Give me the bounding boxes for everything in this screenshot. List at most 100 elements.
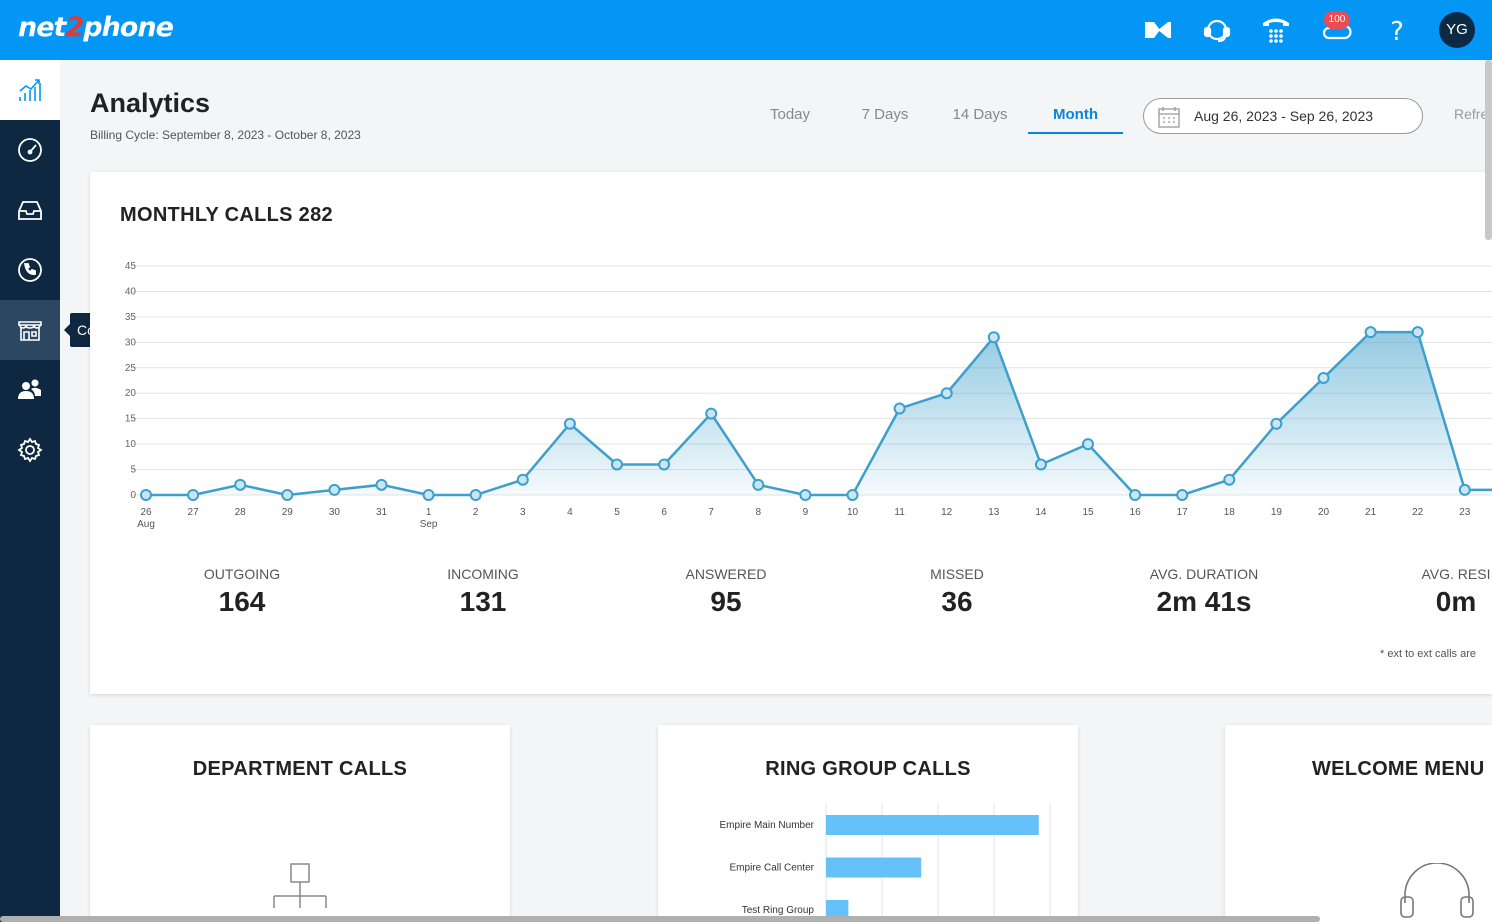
x-tick-label: 20 — [1318, 507, 1330, 518]
net2phone-logo[interactable]: net2phone — [18, 12, 174, 43]
y-tick-label: 15 — [125, 414, 137, 425]
headset-support-icon[interactable] — [1201, 14, 1233, 46]
sidebar-item-company[interactable] — [0, 300, 60, 360]
data-point — [1364, 326, 1377, 339]
y-tick-label: 35 — [125, 312, 137, 323]
tab-today[interactable]: Today — [769, 106, 811, 123]
sidebar-item-dashboard[interactable] — [0, 120, 60, 180]
sidebar-item-settings[interactable] — [0, 420, 60, 480]
department-calls-title: DEPARTMENT CALLS — [192, 758, 408, 780]
data-point — [705, 407, 718, 420]
stat-answered: ANSWERED 95 — [626, 566, 826, 618]
x-tick-label: 9 — [803, 507, 809, 518]
data-point — [611, 458, 623, 471]
stat-value: 164 — [218, 586, 266, 617]
x-tick-label: 29 — [282, 507, 294, 518]
data-point — [469, 489, 482, 501]
inbox-icon — [18, 201, 42, 220]
video-meeting-icon[interactable] — [1142, 14, 1174, 46]
ring-group-calls-title: RING GROUP CALLS — [765, 758, 971, 780]
stat-label: AVG. DURATION — [1149, 566, 1259, 582]
x-tick-label: 10 — [847, 507, 859, 518]
stat-avg-duration: AVG. DURATION 2m 41s — [1104, 566, 1304, 618]
x-tick-label: 16 — [1130, 507, 1142, 518]
x-tick-label: 15 — [1082, 507, 1094, 518]
x-tick-label: 2 — [473, 507, 479, 518]
company-store-icon — [18, 321, 42, 341]
x-tick-label: 22 — [1412, 507, 1424, 518]
data-point — [1129, 489, 1142, 501]
stat-label: INCOMING — [447, 566, 519, 582]
stat-label: OUTGOING — [203, 566, 281, 582]
tab-7-days[interactable]: 7 Days — [861, 106, 909, 123]
x-tick-label: 11 — [894, 507, 905, 518]
sidebar — [0, 60, 60, 922]
refresh-button[interactable]: Refre — [1454, 106, 1489, 122]
x-tick-label: 21 — [1365, 507, 1377, 518]
desk-phone-icon[interactable] — [1260, 14, 1292, 46]
x-tick-label: 4 — [567, 507, 573, 518]
data-point — [140, 489, 152, 501]
stat-value: 36 — [941, 586, 973, 617]
data-point — [1458, 483, 1471, 496]
sidebar-item-analytics[interactable] — [0, 60, 60, 120]
data-point — [1082, 438, 1094, 451]
data-point — [1317, 371, 1330, 384]
data-point — [940, 387, 953, 400]
users-icon — [18, 379, 41, 399]
footnote: * ext to ext calls are — [1380, 648, 1476, 660]
data-point — [187, 489, 200, 501]
series-area — [146, 332, 1492, 495]
department-calls-card: DEPARTMENT CALLS — [90, 725, 510, 922]
x-tick-label: 27 — [188, 507, 200, 518]
settings-gear-icon — [17, 437, 43, 463]
data-point — [563, 417, 576, 430]
bar — [826, 815, 1039, 835]
user-avatar[interactable]: YG — [1439, 12, 1475, 48]
vertical-scrollbar[interactable] — [1485, 60, 1492, 240]
date-range-picker[interactable]: Aug 26, 2023 - Sep 26, 2023 — [1143, 98, 1423, 134]
y-tick-label: 10 — [125, 439, 137, 450]
x-tick-label: 7 — [708, 507, 714, 518]
tab-14-days[interactable]: 14 Days — [952, 106, 1008, 123]
stat-incoming: INCOMING 131 — [383, 566, 583, 618]
calendar-icon — [1158, 107, 1180, 128]
y-tick-label: 30 — [125, 337, 137, 348]
y-tick-label: 40 — [125, 286, 137, 297]
help-icon[interactable]: ? — [1381, 14, 1413, 47]
x-tick-sublabel: Sep — [420, 519, 438, 530]
stat-value: 2m 41s — [1156, 586, 1252, 617]
stat-value: 0m — [1435, 586, 1477, 617]
sidebar-item-inbox[interactable] — [0, 180, 60, 240]
data-point — [234, 478, 247, 491]
sidebar-item-calls[interactable] — [0, 240, 60, 300]
x-tick-label: 8 — [756, 507, 762, 518]
x-tick-label: 18 — [1224, 507, 1236, 518]
headphones-icon — [1400, 863, 1474, 918]
ring-group-calls-card: RING GROUP CALLS Empire Main Number Empir… — [658, 725, 1078, 922]
data-point — [516, 473, 529, 486]
data-point — [1034, 458, 1047, 471]
data-point — [1176, 489, 1189, 501]
notification-badge[interactable]: 100 — [1324, 11, 1350, 29]
y-tick-label: 0 — [130, 490, 136, 501]
tab-month[interactable]: Month — [1028, 98, 1123, 134]
date-range-value: Aug 26, 2023 - Sep 26, 2023 — [1194, 108, 1374, 124]
stat-avg-response: AVG. RESI 0m — [1356, 566, 1492, 618]
horizontal-scrollbar[interactable] — [0, 916, 1320, 922]
dashboard-gauge-icon — [18, 138, 42, 162]
stat-missed: MISSED 36 — [857, 566, 1057, 618]
sidebar-item-users[interactable] — [0, 360, 60, 420]
y-tick-label: 25 — [125, 363, 137, 374]
stat-label: AVG. RESI — [1421, 566, 1491, 582]
stat-outgoing: OUTGOING 164 — [142, 566, 342, 618]
category-label: Empire Call Center — [730, 863, 815, 874]
x-tick-label: 5 — [614, 507, 620, 518]
x-tick-label: 19 — [1271, 507, 1283, 518]
data-point — [1411, 326, 1424, 339]
x-tick-label: 23 — [1459, 507, 1471, 518]
bar — [826, 900, 849, 920]
x-tick-label: 13 — [988, 507, 1000, 518]
data-point — [422, 489, 435, 501]
page-title: Analytics — [90, 88, 211, 118]
